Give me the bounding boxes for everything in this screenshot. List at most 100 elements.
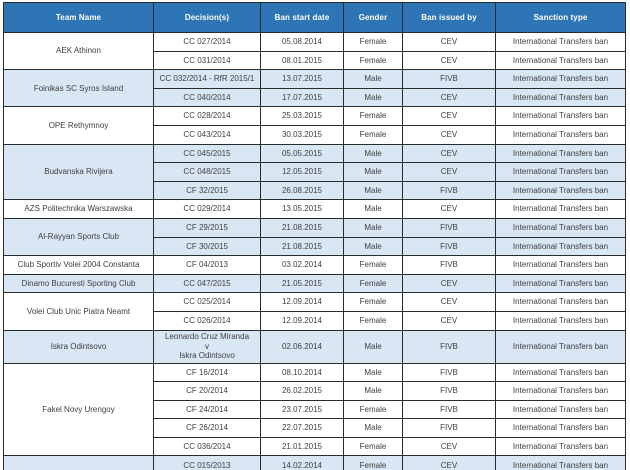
team-cell: Dinamo Bucuresti Sporting Club [3, 273, 154, 294]
team-cell: Al-Rayyan Sports Club [3, 217, 154, 257]
decision-cell: CC 025/2014 [153, 292, 261, 312]
sanction-type-cell: International Transfers ban [495, 217, 626, 238]
sanction-type-cell: International Transfers ban [495, 199, 626, 219]
team-cell: Club Sportiv Volei 2004 Constanta [3, 255, 154, 275]
gender-cell: Female [343, 50, 403, 71]
ban-start-date-cell: 23.07.2015 [260, 399, 344, 420]
ban-start-date-cell: 05.05.2015 [260, 143, 344, 164]
table-header: Team Name Decision(s) Ban start date Gender… [3, 2, 626, 33]
gender-cell: Male [343, 418, 403, 438]
ban-start-date-cell: 26.08.2015 [260, 180, 344, 201]
team-cell [3, 455, 154, 470]
gender-cell: Male [343, 143, 403, 164]
col-header-team-name: Team Name [3, 2, 154, 33]
team-cell: AZS Politechnika Warszawska [3, 199, 154, 219]
table-row: Al-Rayyan Sports Club CF 29/2015 21.08.201… [3, 217, 626, 257]
ban-issued-by-cell: FIVB [402, 418, 496, 438]
ban-start-date-cell: 02.06.2014 [260, 329, 344, 364]
gender-cell: Female [343, 255, 403, 275]
sanction-type-cell: International Transfers ban [495, 310, 626, 331]
ban-start-date-cell: 22.07.2015 [260, 418, 344, 438]
ban-issued-by-cell: CEV [402, 143, 496, 164]
col-header-gender: Gender [343, 2, 403, 33]
team-cell: Volei Club Unic Piatra Neamt [3, 292, 154, 331]
team-cell: Iskra Odintsovo [3, 329, 154, 364]
sanction-type-cell: International Transfers ban [495, 418, 626, 438]
ban-issued-by-cell: CEV [402, 162, 496, 182]
gender-cell: Female [343, 310, 403, 331]
col-header-ban-start-date: Ban start date [260, 2, 344, 33]
ban-issued-by-cell: FIVB [402, 399, 496, 420]
table-row: OPE Rethymnoy CC 028/2014 25.03.2015 Female… [3, 106, 626, 145]
decision-cell: CF 20/2014 [153, 381, 261, 401]
ban-issued-by-cell: CEV [402, 50, 496, 71]
sanction-type-cell: International Transfers ban [495, 162, 626, 182]
decision-cell: CF 24/2014 [153, 399, 261, 420]
gender-cell: Female [343, 292, 403, 312]
ban-start-date-cell: 17.07.2015 [260, 87, 344, 108]
decision-cell: CC 045/2015 [153, 143, 261, 164]
sanction-type-cell: International Transfers ban [495, 381, 626, 401]
sanction-type-cell: International Transfers ban [495, 124, 626, 145]
decision-cell: CC 031/2014 [153, 50, 261, 71]
table-row: CF 20/2014 26.02.2015 Male FIVB Internationa… [4, 381, 626, 401]
ban-issued-by-cell: CEV [402, 124, 496, 145]
table-row: Dinamo Bucuresti Sporting Club CC 047/201… [3, 273, 626, 294]
sanction-type-cell: International Transfers ban [495, 255, 626, 275]
table-row: AZS Politechnika Warszawska CC 029/2014 13… [3, 199, 626, 219]
sanction-type-cell: International Transfers ban [495, 32, 626, 52]
ban-issued-by-cell: CEV [402, 106, 496, 126]
ban-start-date-cell: 21.05.2015 [260, 273, 344, 294]
table-row: Fakel Novy Urengoy CF 16/2014 08.10.2014 Ma… [3, 362, 626, 457]
team-cell: Budvanska Rivijera [3, 143, 154, 201]
decision-cell: CC 026/2014 [153, 310, 261, 331]
ban-issued-by-cell: CEV [402, 199, 496, 219]
decision-cell: CC 048/2015 [153, 162, 261, 182]
ban-start-date-cell: 30.03.2015 [260, 124, 344, 145]
table-row: CC 043/2014 30.03.2015 Female CEV Internatio… [4, 124, 626, 145]
ban-start-date-cell: 26.02.2015 [260, 381, 344, 401]
ban-issued-by-cell: CEV [402, 455, 496, 470]
ban-start-date-cell: 21.08.2015 [260, 236, 344, 257]
decision-cell: CC 028/2014 [153, 106, 261, 126]
decision-cell: CC 047/2015 [153, 273, 261, 294]
header-row: Team Name Decision(s) Ban start date Gender… [3, 2, 626, 33]
table-row: CF 26/2014 22.07.2015 Male FIVB Internationa… [4, 418, 626, 438]
decision-cell: CF 04/2013 [153, 255, 261, 275]
gender-cell: Male [343, 329, 403, 364]
ban-start-date-cell: 12.09.2014 [260, 292, 344, 312]
ban-issued-by-cell: CEV [402, 32, 496, 52]
ban-start-date-cell: 14.02.2014 [260, 455, 344, 470]
ban-issued-by-cell: CEV [402, 87, 496, 108]
ban-issued-by-cell: FIVB [402, 362, 496, 383]
ban-start-date-cell: 21.08.2015 [260, 217, 344, 238]
ban-issued-by-cell: CEV [402, 292, 496, 312]
table-row: CC 026/2014 12.09.2014 Female CEV Internatio… [4, 310, 626, 331]
col-header-sanction-type: Sanction type [495, 2, 626, 33]
ban-issued-by-cell: CEV [402, 436, 496, 457]
sanction-type-cell: International Transfers ban [495, 329, 626, 364]
table-body: AEK Athinon CC 027/2014 05.08.2014 Female CE… [3, 31, 626, 470]
gender-cell: Female [343, 399, 403, 420]
sanction-type-cell: International Transfers ban [495, 362, 626, 383]
sanction-type-cell: International Transfers ban [495, 292, 626, 312]
sanction-type-cell: International Transfers ban [495, 106, 626, 126]
decision-cell: CF 30/2015 [153, 236, 261, 257]
ban-issued-by-cell: FIVB [402, 329, 496, 364]
decision-cell: CC 040/2014 [153, 87, 261, 108]
table-row: Iskra Odintsovo Leonardo Cruz Miranda v Isk… [3, 329, 626, 364]
gender-cell: Male [343, 162, 403, 182]
decision-cell: CF 26/2014 [153, 418, 261, 438]
table-row: Club Sportiv Volei 2004 Constanta CF 04/2… [3, 255, 626, 275]
team-cell: AEK Athinon [3, 31, 154, 71]
ban-start-date-cell: 08.10.2014 [260, 362, 344, 383]
table-row: CF 24/2014 23.07.2015 Female FIVB Internatio… [4, 399, 626, 420]
sanction-type-cell: International Transfers ban [495, 236, 626, 257]
decision-cell: CC 027/2014 [153, 32, 261, 52]
ban-start-date-cell: 21.01.2015 [260, 436, 344, 457]
decision-cell: CC 036/2014 [153, 436, 261, 457]
gender-cell: Female [343, 106, 403, 126]
ban-issued-by-cell: FIVB [402, 255, 496, 275]
table-row: CC 048/2015 12.05.2015 Male CEV Internationa… [4, 162, 626, 182]
decision-cell: CC 015/2013 [153, 455, 261, 470]
